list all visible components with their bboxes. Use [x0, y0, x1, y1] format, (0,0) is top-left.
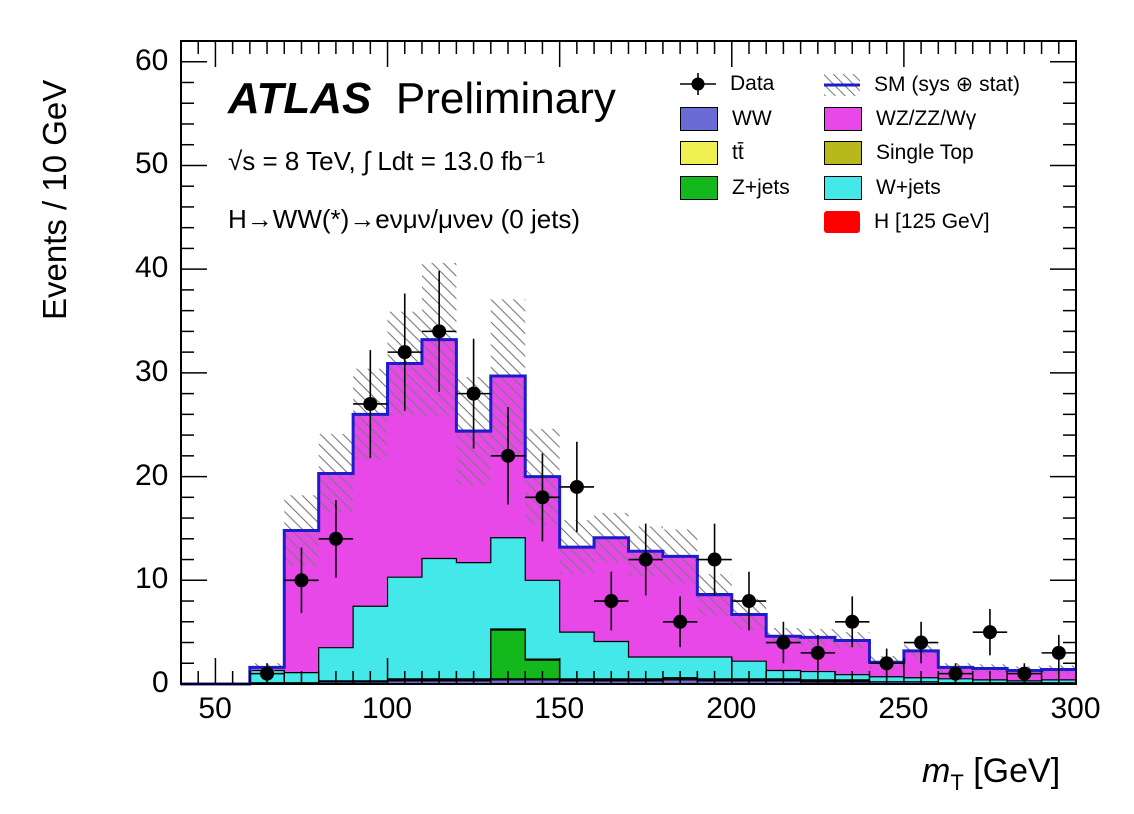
x-tick-label: 250 — [878, 692, 929, 725]
data-point — [525, 453, 560, 542]
y-tick-label: 30 — [135, 354, 169, 388]
legend-label: H [125 GeV] — [874, 210, 990, 233]
data-marker — [982, 625, 997, 640]
legend-swatch — [824, 175, 862, 200]
data-marker — [466, 386, 481, 401]
y-tick-label: 50 — [135, 147, 169, 181]
legend-swatch — [680, 106, 718, 131]
x-axis-label: mT [GeV] — [922, 752, 1060, 796]
stack-w-jets — [181, 537, 1077, 685]
data-marker — [638, 552, 653, 567]
data-point — [731, 571, 767, 631]
legend-label: WW — [732, 106, 772, 130]
y-tick-label: 0 — [152, 666, 169, 699]
data-marker — [397, 345, 412, 360]
axes — [180, 40, 1077, 685]
legend-item: WW — [680, 106, 772, 131]
legend-item: WZ/ZZ/Wγ — [824, 106, 977, 131]
data-point — [421, 270, 457, 392]
data-marker — [741, 594, 756, 609]
data-point — [628, 523, 663, 596]
legend-item: W+jets — [824, 175, 941, 200]
legend-label: Z+jets — [732, 175, 790, 199]
channel-label: H→WW(*)→eνμν/μνeν (0 jets) — [228, 204, 581, 234]
legend-swatch — [680, 73, 716, 95]
x-axis-var: m — [922, 752, 951, 790]
legend-item: SM (sys ⊕ stat) — [824, 72, 1020, 97]
sm-total-line — [181, 338, 1076, 686]
legend-label: Data — [730, 72, 775, 95]
data-point — [318, 500, 354, 578]
x-tick-label: 50 — [198, 692, 232, 725]
data-marker — [363, 396, 378, 411]
legend-item: tt̄ — [680, 141, 744, 165]
legend-item: H [125 GeV] — [824, 210, 990, 234]
data-point — [353, 350, 388, 458]
data-point — [284, 547, 319, 614]
y-tick-label: 60 — [135, 43, 169, 77]
data-point — [456, 338, 491, 449]
legend-item: Z+jets — [680, 175, 790, 200]
data-marker — [879, 656, 894, 671]
legend-swatch — [680, 175, 718, 200]
data-marker — [432, 324, 447, 339]
x-tick-label: 150 — [534, 692, 585, 725]
data-marker — [845, 614, 860, 629]
x-axis-unit: [GeV] — [973, 752, 1061, 790]
data-point — [903, 621, 939, 664]
y-tick-label: 40 — [135, 251, 169, 285]
legend-swatch — [824, 141, 862, 165]
legend-swatch — [824, 73, 860, 96]
x-tick-label: 300 — [1050, 692, 1101, 725]
legend-label: WZ/ZZ/Wγ — [876, 106, 977, 130]
data-points — [249, 270, 1076, 684]
data-marker — [776, 635, 791, 650]
x-axis-sub: T — [950, 769, 964, 795]
data-marker — [501, 448, 516, 463]
status-label: Preliminary — [395, 74, 616, 123]
legend-item: Single Top — [824, 141, 974, 165]
data-point — [835, 596, 870, 648]
data-marker — [535, 490, 550, 505]
data-point — [559, 441, 595, 533]
energy-lumi-label: √s = 8 TeV, ∫ Ldt = 13.0 fb⁻¹ — [228, 146, 545, 176]
legend-swatch — [824, 211, 860, 233]
data-marker — [604, 594, 619, 609]
data-point — [800, 634, 836, 671]
data-point — [387, 293, 422, 411]
data-marker — [294, 573, 309, 588]
legend-label: Single Top — [876, 141, 974, 164]
legend-swatch — [680, 141, 718, 165]
data-point — [766, 621, 801, 664]
data-point — [1041, 634, 1076, 671]
data-point — [662, 596, 698, 648]
data-point — [697, 523, 732, 596]
data-marker — [328, 531, 343, 546]
x-tick-label: 100 — [362, 692, 413, 725]
legend-swatch — [824, 106, 862, 131]
atlas-label: ATLAS Preliminary — [228, 74, 616, 124]
data-point — [490, 407, 526, 505]
x-tick-label: 200 — [706, 692, 757, 725]
data-marker — [914, 635, 929, 650]
data-marker — [673, 614, 688, 629]
legend-label: tt̄ — [732, 141, 744, 164]
data-marker — [1051, 645, 1066, 660]
data-point — [972, 608, 1008, 656]
data-point — [594, 571, 629, 631]
data-marker — [569, 479, 584, 494]
y-tick-label: 20 — [135, 458, 169, 492]
data-marker — [707, 552, 722, 567]
legend-label: W+jets — [876, 175, 941, 199]
y-tick-label: 10 — [135, 562, 169, 596]
data-marker — [810, 645, 825, 660]
y-axis-label: Events / 10 GeV — [36, 79, 73, 320]
legend-item: Data — [680, 72, 774, 96]
experiment-name: ATLAS — [228, 74, 372, 123]
sm-total-outline — [181, 338, 1076, 686]
legend-label: SM (sys ⊕ stat) — [874, 73, 1020, 96]
